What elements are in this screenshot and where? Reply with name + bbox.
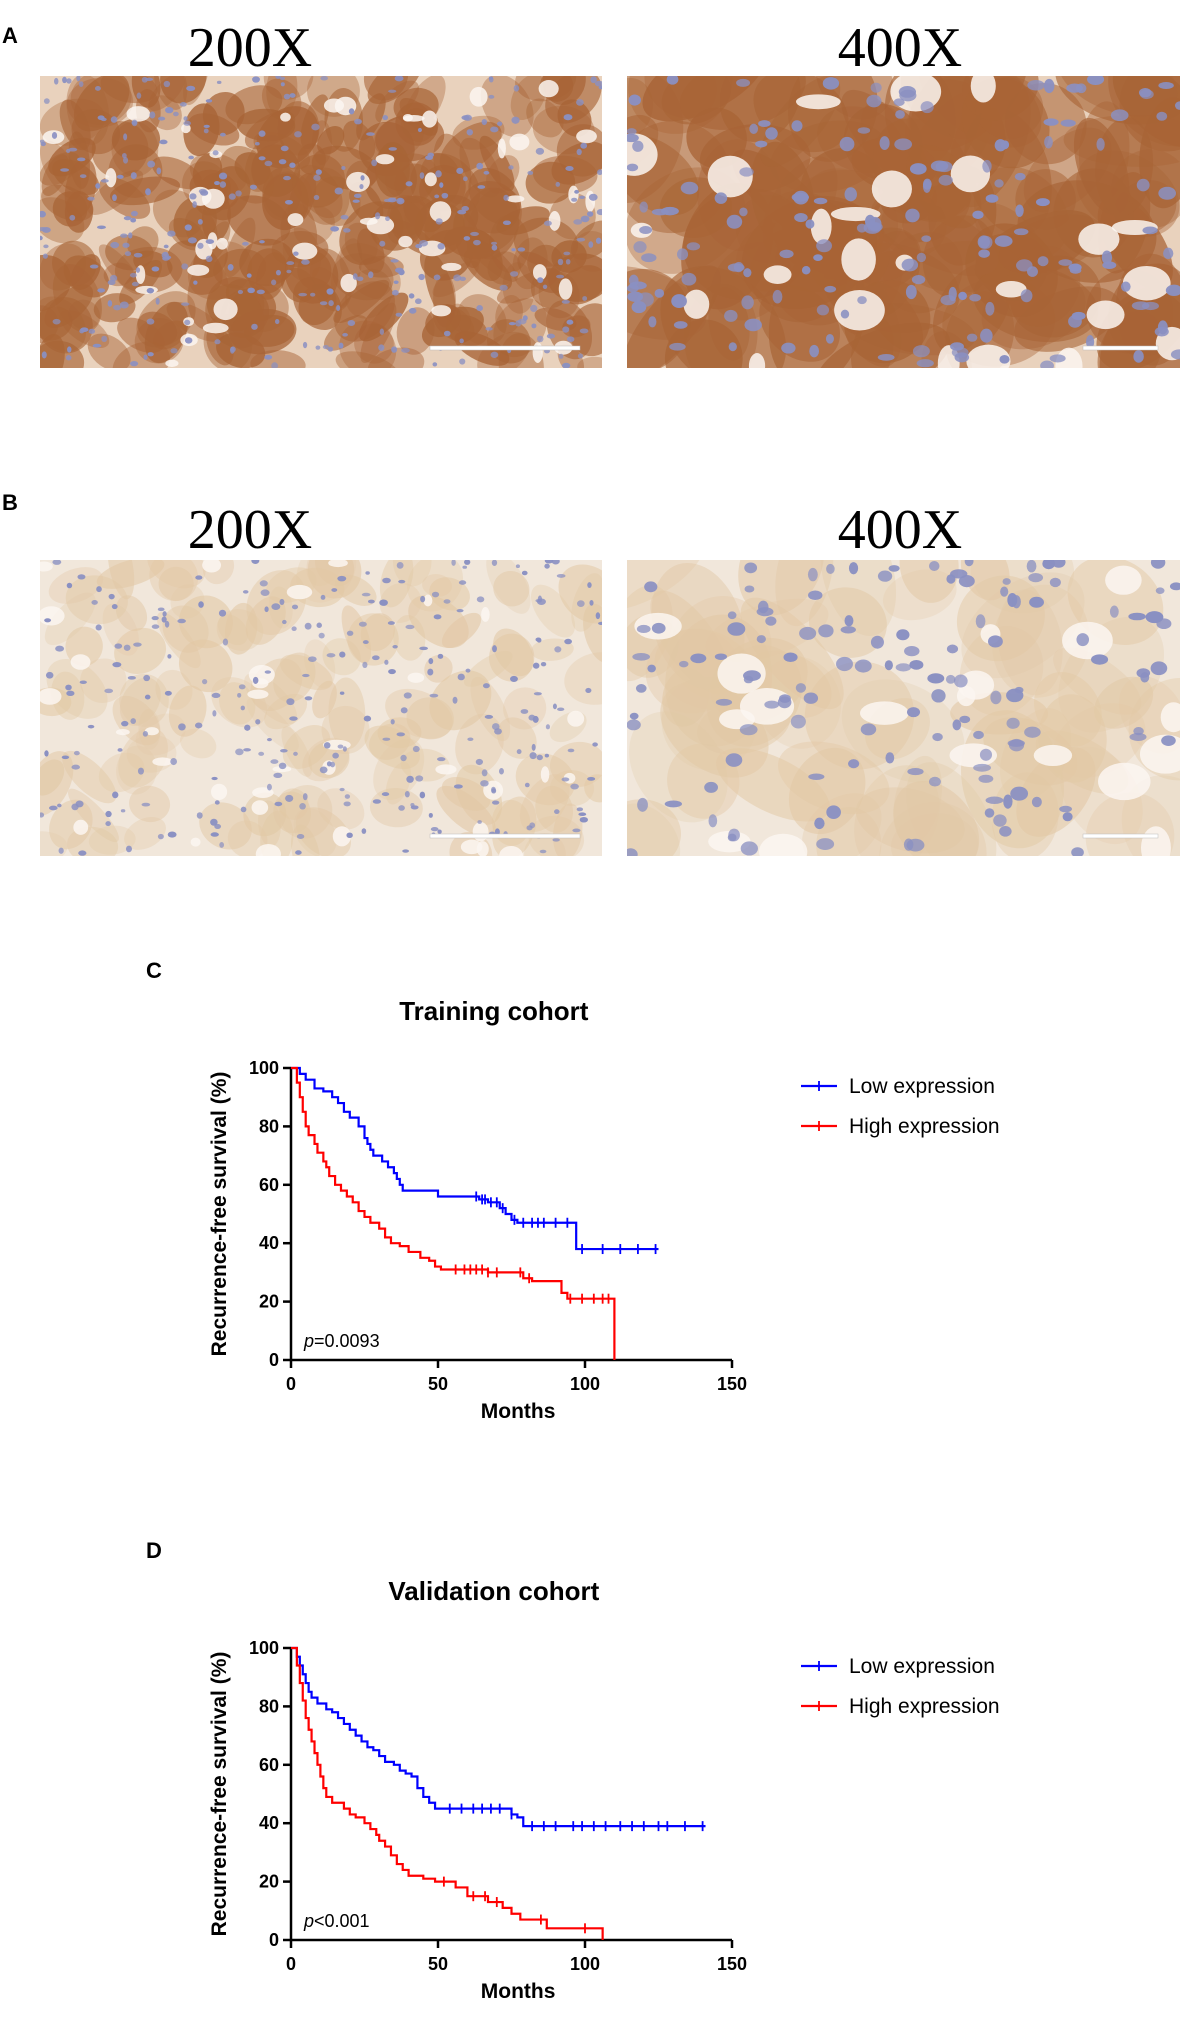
x-axis-label: Months xyxy=(481,1400,556,1423)
ihc-micrograph-weak-200x xyxy=(40,560,602,856)
x-tick-label: 150 xyxy=(717,1954,747,1974)
panel-label: C xyxy=(146,960,162,983)
y-tick-label: 60 xyxy=(259,1755,279,1775)
magnification-label: 400X xyxy=(837,17,963,79)
x-tick-label: 50 xyxy=(428,1374,448,1394)
y-tick-label: 20 xyxy=(259,1872,279,1892)
magnification-label: 200X xyxy=(187,17,313,79)
legend-label: Low expression xyxy=(849,1655,995,1678)
magnification-label: 200X xyxy=(187,499,313,561)
y-tick-label: 0 xyxy=(269,1350,279,1370)
panel-label-b: B xyxy=(2,490,18,515)
low-expression-line xyxy=(291,1066,659,1251)
ihc-micrograph-strong-400x xyxy=(627,76,1180,368)
p-value-label: p<0.001 xyxy=(303,1911,370,1931)
y-tick-label: 100 xyxy=(249,1058,279,1078)
y-tick-label: 40 xyxy=(259,1813,279,1833)
ihc-micrograph-weak-400x xyxy=(627,560,1180,856)
panel-label-a: A xyxy=(2,23,18,48)
survival-chart-validation: D Validation cohort 0 20 40 60 80 100 0 50 100 150 M… xyxy=(0,1540,1181,2020)
ihc-micrograph-strong-200x xyxy=(40,76,602,368)
legend-label: High expression xyxy=(849,1115,1000,1138)
y-tick-label: 100 xyxy=(249,1638,279,1658)
survival-chart-training: C Training cohort 0 20 40 60 80 100 0 50 100 150 Mon… xyxy=(0,960,1181,1450)
legend-label: High expression xyxy=(849,1695,1000,1718)
x-tick-label: 0 xyxy=(286,1374,296,1394)
x-tick-label: 0 xyxy=(286,1954,296,1974)
x-tick-label: 100 xyxy=(570,1374,600,1394)
p-value-label: p=0.0093 xyxy=(303,1331,380,1351)
y-tick-label: 20 xyxy=(259,1292,279,1312)
high-expression-line xyxy=(291,1646,604,1940)
y-tick-label: 80 xyxy=(259,1696,279,1716)
y-tick-label: 80 xyxy=(259,1116,279,1136)
low-expression-line xyxy=(291,1646,706,1828)
y-tick-label: 60 xyxy=(259,1175,279,1195)
y-axis-label: Recurrence-free survival (%) xyxy=(208,1072,231,1357)
chart-title: Training cohort xyxy=(399,996,589,1026)
y-tick-label: 40 xyxy=(259,1233,279,1253)
x-tick-label: 100 xyxy=(570,1954,600,1974)
x-tick-label: 50 xyxy=(428,1954,448,1974)
x-tick-label: 150 xyxy=(717,1374,747,1394)
legend-label: Low expression xyxy=(849,1075,995,1098)
y-tick-label: 0 xyxy=(269,1930,279,1950)
y-axis-label: Recurrence-free survival (%) xyxy=(208,1652,231,1937)
panel-label: D xyxy=(146,1540,162,1563)
magnification-label: 400X xyxy=(837,499,963,561)
chart-title: Validation cohort xyxy=(388,1576,599,1606)
x-axis-label: Months xyxy=(481,1980,556,2003)
high-expression-line xyxy=(291,1066,616,1360)
